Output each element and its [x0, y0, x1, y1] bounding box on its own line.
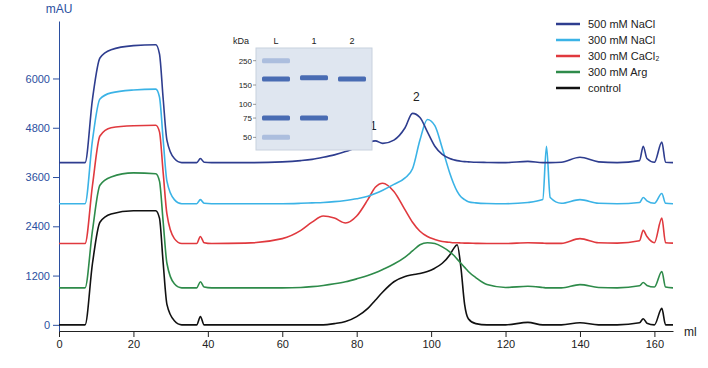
y-tick-label: 2400 — [26, 220, 50, 232]
legend-swatch — [556, 39, 580, 42]
series-line — [59, 211, 673, 325]
y-tick: 2400 — [26, 220, 59, 232]
y-tick-mark — [53, 78, 59, 79]
series-line — [59, 173, 673, 288]
gel-lane-label: 1 — [311, 36, 316, 46]
x-tick-label: 40 — [202, 338, 214, 350]
gel-marker-label: 100 — [239, 100, 253, 109]
x-tick: 40 — [202, 331, 214, 350]
gel-band — [300, 116, 328, 121]
legend-swatch — [556, 55, 580, 58]
x-tick-label: 20 — [128, 338, 140, 350]
y-tick-mark — [53, 276, 59, 277]
x-axis: 0 20 40 60 80 100 120 140 160 — [56, 331, 673, 350]
y-tick-label: 0 — [44, 319, 50, 331]
x-tick-label: 100 — [422, 338, 440, 350]
x-tick: 140 — [571, 331, 589, 350]
x-tick-mark — [357, 331, 358, 337]
y-axis: 0 1200 2400 3600 4800 6000 — [26, 22, 60, 332]
x-tick: 80 — [351, 331, 363, 350]
gel-lane-label: 2 — [349, 36, 354, 46]
legend-label: 300 mM Arg — [588, 66, 647, 78]
y-axis-title: mAU — [46, 2, 73, 16]
legend-swatch — [556, 23, 580, 26]
x-tick: 120 — [497, 331, 515, 350]
x-axis-line — [60, 331, 674, 332]
x-tick-mark — [580, 331, 581, 337]
x-tick-mark — [133, 331, 134, 337]
y-axis-line — [59, 22, 60, 332]
x-tick: 20 — [128, 331, 140, 350]
y-tick: 3600 — [26, 171, 59, 183]
gel-marker-tick — [253, 60, 256, 61]
y-tick-label: 1200 — [26, 270, 50, 282]
x-tick: 100 — [422, 331, 440, 350]
x-axis-title: ml — [684, 325, 697, 339]
x-tick-label: 160 — [646, 338, 664, 350]
legend-label: 500 mM NaCl — [588, 18, 655, 30]
gel-band — [262, 58, 290, 63]
x-tick-label: 60 — [277, 338, 289, 350]
gel-background — [256, 48, 372, 150]
y-tick-mark — [53, 226, 59, 227]
y-tick-label: 4800 — [26, 122, 50, 134]
y-tick: 6000 — [26, 73, 59, 85]
x-tick-mark — [208, 331, 209, 337]
plot-area — [59, 45, 673, 325]
legend-label: control — [588, 82, 621, 94]
x-tick-label: 0 — [56, 338, 62, 350]
gel-band — [262, 77, 290, 82]
legend-label: 300 mM NaCl — [588, 34, 655, 46]
gel-inset: kDa 250 150 100 75 50 L 1 2 — [233, 36, 372, 150]
legend-swatch — [556, 87, 580, 90]
x-tick-mark — [431, 331, 432, 337]
gel-marker-tick — [253, 118, 256, 119]
x-tick-label: 120 — [497, 338, 515, 350]
y-tick-label: 6000 — [26, 73, 50, 85]
x-tick: 60 — [277, 331, 289, 350]
y-tick-mark — [53, 325, 59, 326]
gel-marker-label: 250 — [239, 57, 253, 66]
gel-band — [338, 77, 366, 82]
x-tick-mark — [59, 331, 60, 337]
gel-band — [300, 75, 328, 80]
x-tick-label: 80 — [351, 338, 363, 350]
gel-marker-label: 150 — [239, 81, 253, 90]
x-tick-mark — [506, 331, 507, 337]
peak-label: 2 — [413, 90, 420, 104]
legend: 500 mM NaCl 300 mM NaCl 300 mM CaCl₂ 300 mM… — [556, 18, 660, 94]
x-tick-mark — [654, 331, 655, 337]
y-tick-mark — [53, 128, 59, 129]
series-line — [59, 45, 673, 163]
x-tick: 0 — [56, 331, 62, 350]
gel-marker-tick — [253, 104, 256, 105]
gel-axis-title: kDa — [233, 36, 249, 46]
legend-label: 300 mM CaCl₂ — [588, 50, 660, 62]
gel-marker-label: 75 — [243, 114, 252, 123]
gel-band — [262, 135, 290, 140]
y-tick-label: 3600 — [26, 171, 50, 183]
gel-marker-tick — [253, 137, 256, 138]
y-tick: 0 — [44, 319, 59, 331]
y-tick: 1200 — [26, 270, 59, 282]
legend-swatch — [556, 71, 580, 74]
y-tick: 4800 — [26, 122, 59, 134]
x-tick: 160 — [646, 331, 664, 350]
gel-marker-label: 50 — [243, 133, 252, 142]
y-tick-mark — [53, 177, 59, 178]
gel-lane-label: L — [273, 36, 278, 46]
x-tick-label: 140 — [571, 338, 589, 350]
gel-band — [262, 116, 290, 121]
gel-marker-tick — [253, 85, 256, 86]
x-tick-mark — [282, 331, 283, 337]
